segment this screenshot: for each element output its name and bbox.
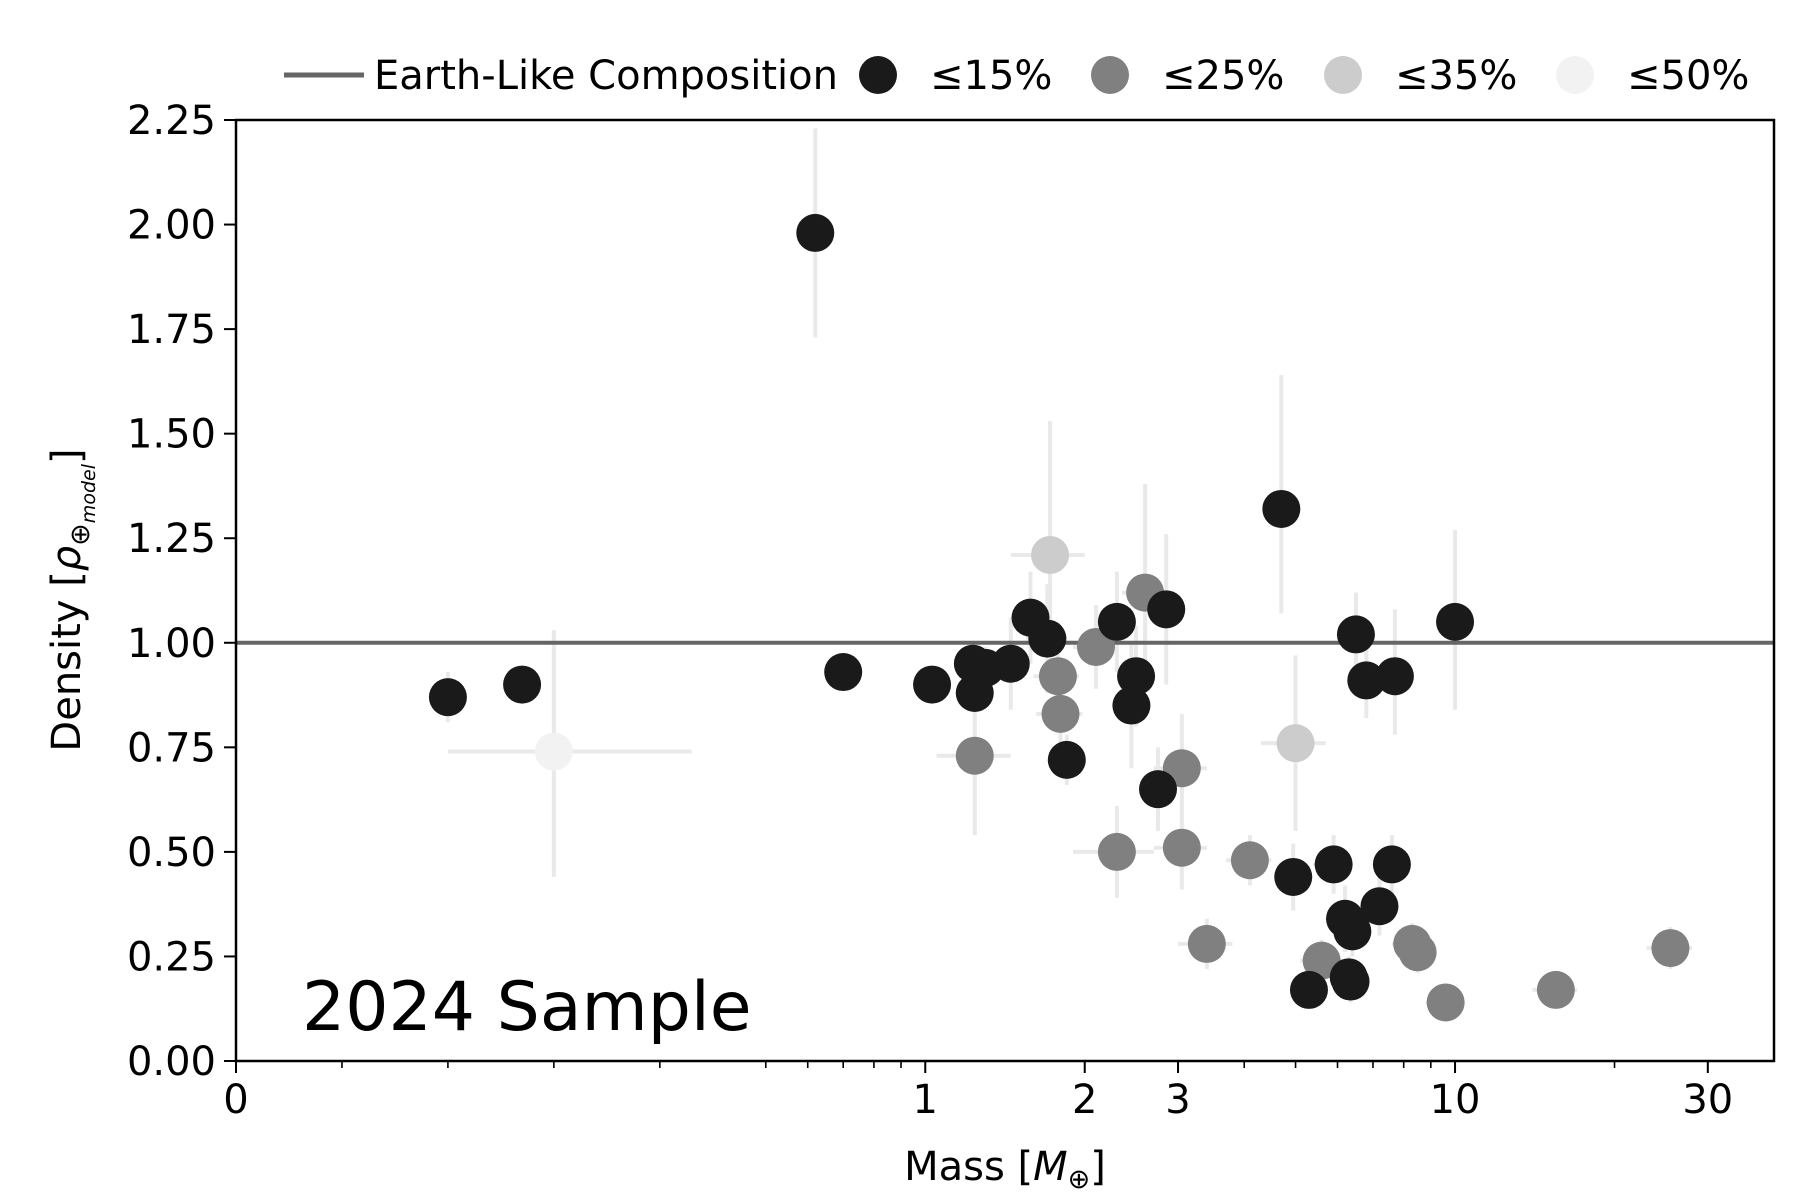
data-point — [1426, 983, 1465, 1022]
data-point — [1162, 828, 1201, 867]
legend-label: ≤50% — [1627, 53, 1749, 99]
data-point — [1262, 489, 1301, 528]
legend-label: ≤15% — [930, 53, 1052, 99]
data-point — [1147, 590, 1186, 629]
x-axis-label-text: Mass [ — [904, 1144, 1033, 1190]
data-point — [1372, 845, 1411, 884]
data-point — [955, 736, 994, 775]
data-point — [1097, 832, 1136, 871]
data-point — [428, 678, 467, 717]
y-axis-label-close: ] — [44, 448, 90, 464]
legend-marker — [859, 56, 897, 94]
x-tick-label: 10 — [1430, 1077, 1481, 1123]
y-tick-label: 0.50 — [127, 830, 216, 876]
legend-marker — [1324, 56, 1362, 94]
x-axis-label: Mass [M⊕] — [904, 1144, 1106, 1195]
data-point — [1331, 962, 1370, 1001]
y-tick-label: 1.75 — [127, 307, 216, 353]
data-point — [1289, 970, 1328, 1009]
plot-frame — [234, 118, 1776, 1063]
legend-marker — [1556, 56, 1594, 94]
y-tick-label: 0.75 — [127, 725, 216, 771]
y-axis-label: Density [ρ⊕model] — [44, 448, 100, 751]
y-tick-label: 2.25 — [127, 98, 216, 144]
data-point — [1436, 602, 1475, 641]
data-point — [1333, 912, 1372, 951]
data-point — [1117, 657, 1156, 696]
y-tick-label: 2.00 — [127, 203, 216, 249]
data-point — [1276, 724, 1315, 763]
data-point — [1651, 929, 1690, 968]
y-axis-label-subscript: ⊕ — [65, 523, 96, 546]
data-point — [1038, 657, 1077, 696]
data-point — [1097, 602, 1136, 641]
data-point — [824, 653, 863, 692]
y-tick-label: 0.00 — [127, 1039, 216, 1085]
data-point — [1302, 941, 1341, 980]
x-axis-label-symbol: M — [1033, 1144, 1068, 1190]
x-axis-label-close: ] — [1090, 1144, 1106, 1190]
x-axis-ticks: 0 1 2 3 10 30 — [223, 1061, 1733, 1123]
x-tick-label: 0 — [223, 1077, 248, 1123]
x-tick-label: 2 — [1072, 1077, 1097, 1123]
x-axis-label-subscript: ⊕ — [1068, 1164, 1091, 1195]
data-point — [1076, 627, 1115, 666]
data-point — [1274, 857, 1313, 896]
data-point — [1398, 933, 1437, 972]
y-tick-label: 0.25 — [127, 934, 216, 980]
legend-label-earth-like: Earth-Like Composition — [374, 53, 838, 99]
data-point — [1047, 740, 1086, 779]
y-tick-label: 1.00 — [127, 621, 216, 667]
y-axis-label-symbol: ρ — [44, 546, 90, 571]
data-point — [534, 732, 573, 771]
x-tick-label: 30 — [1682, 1077, 1733, 1123]
data-point — [913, 665, 952, 704]
data-point — [1536, 970, 1575, 1009]
data-point — [796, 213, 835, 252]
data-point — [1336, 615, 1375, 654]
y-tick-label: 1.25 — [127, 516, 216, 562]
data-point — [1375, 657, 1414, 696]
y-axis-label-text: Density [ — [44, 571, 90, 751]
data-point — [503, 665, 542, 704]
data-point — [1028, 619, 1067, 658]
legend-label: ≤25% — [1162, 53, 1284, 99]
legend: Earth-Like Composition ≤15% ≤25% ≤35% ≤50% — [284, 53, 1749, 99]
data-point — [1187, 924, 1226, 963]
data-point — [1314, 845, 1353, 884]
data-point — [1360, 887, 1399, 926]
y-tick-label: 1.50 — [127, 412, 216, 458]
data-point — [1041, 694, 1080, 733]
data-point — [1347, 661, 1386, 700]
y-axis-ticks: 0.00 0.25 0.50 0.75 1.00 1.25 1.50 1.75 2.00 2.25 — [127, 98, 236, 1085]
x-tick-label: 3 — [1165, 1077, 1190, 1123]
legend-label: ≤35% — [1395, 53, 1517, 99]
data-point — [991, 644, 1030, 683]
legend-marker — [1091, 56, 1129, 94]
data-point — [1230, 841, 1269, 880]
sample-annotation: 2024 Sample — [302, 968, 752, 1047]
data-point — [1031, 535, 1070, 574]
data-point — [1139, 770, 1178, 809]
x-tick-label: 1 — [913, 1077, 938, 1123]
data-points — [428, 213, 1690, 1022]
data-point — [1112, 686, 1151, 725]
y-axis-label-subsubscript: model — [78, 463, 100, 523]
